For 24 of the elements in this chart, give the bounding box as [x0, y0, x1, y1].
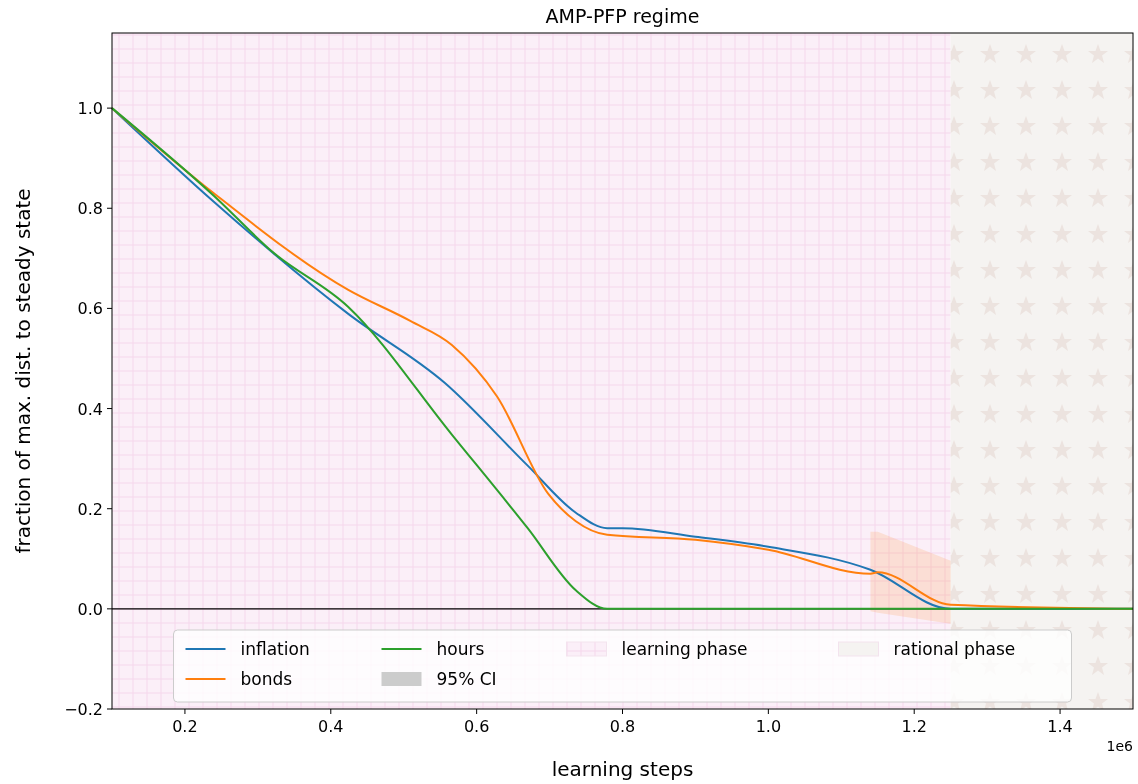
chart-title: AMP-PFP regime — [545, 5, 700, 27]
legend-label: bonds — [240, 669, 293, 689]
band-label: rational phase — [893, 639, 1016, 659]
band-label: learning phase — [621, 639, 748, 659]
x-tick-label: 0.4 — [318, 717, 344, 736]
x-tick-label: 1.4 — [1047, 717, 1073, 736]
legend-label: hours — [436, 639, 485, 659]
y-tick-label: 0.4 — [77, 399, 103, 419]
y-tick-label: 0.8 — [77, 199, 103, 219]
x-axis-title: learning steps — [551, 757, 694, 781]
y-tick-label: −0.2 — [64, 700, 103, 719]
legend-label: inflation — [240, 639, 310, 659]
y-axis-title: fraction of max. dist. to steady state — [11, 188, 35, 554]
text: 1e6 — [1106, 738, 1134, 754]
x-tick-label: 1.0 — [755, 717, 782, 736]
x-tick-label: 0.6 — [463, 717, 490, 736]
y-tick-label: 0.0 — [77, 599, 103, 619]
x-tick-label: 0.2 — [172, 717, 198, 736]
y-tick-label: 1.0 — [77, 99, 103, 119]
y-tick-label: 0.2 — [77, 499, 103, 519]
annotation: 95% CI — [436, 669, 497, 689]
y-tick-label: 0.6 — [77, 299, 103, 319]
x-tick-label: 0.8 — [609, 717, 636, 736]
x-tick-label: 1.2 — [901, 717, 927, 736]
